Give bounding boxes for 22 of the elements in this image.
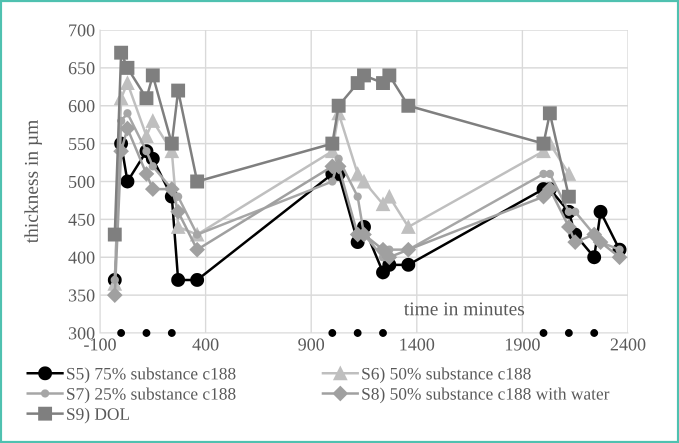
y-tick-label: 550	[69, 138, 94, 150]
y-tick-label: 600	[68, 100, 94, 112]
legend-label: S7) 25% substance c188	[67, 388, 236, 404]
y-tick-label: 300	[68, 327, 94, 340]
x-tick-label: -100	[84, 338, 116, 351]
x-tick-label: 2400	[610, 338, 646, 351]
y-axis-title: thickness in µm	[24, 120, 42, 244]
x-tick-label: 1900	[506, 338, 540, 351]
y-tick-label: 350	[68, 289, 94, 302]
y-tick-label: 450	[68, 214, 94, 226]
x-tick-label: 400	[192, 338, 218, 351]
y-tick-label: 650	[68, 62, 94, 74]
legend-label: S8) 50% substance c188 with water	[362, 388, 610, 404]
legend-label: S6) 50% substance c188	[362, 367, 531, 384]
legend-label: S5) 75% substance c188	[67, 367, 236, 384]
y-tick-label: 500	[69, 176, 94, 188]
x-tick-label: 1400	[400, 338, 434, 351]
y-tick-label: 700	[69, 24, 94, 36]
legend-label: S9) DOL	[67, 408, 130, 424]
x-axis-title: time in minutes	[404, 302, 524, 316]
x-tick-label: 900	[298, 338, 324, 351]
y-tick-label: 400	[68, 252, 94, 264]
